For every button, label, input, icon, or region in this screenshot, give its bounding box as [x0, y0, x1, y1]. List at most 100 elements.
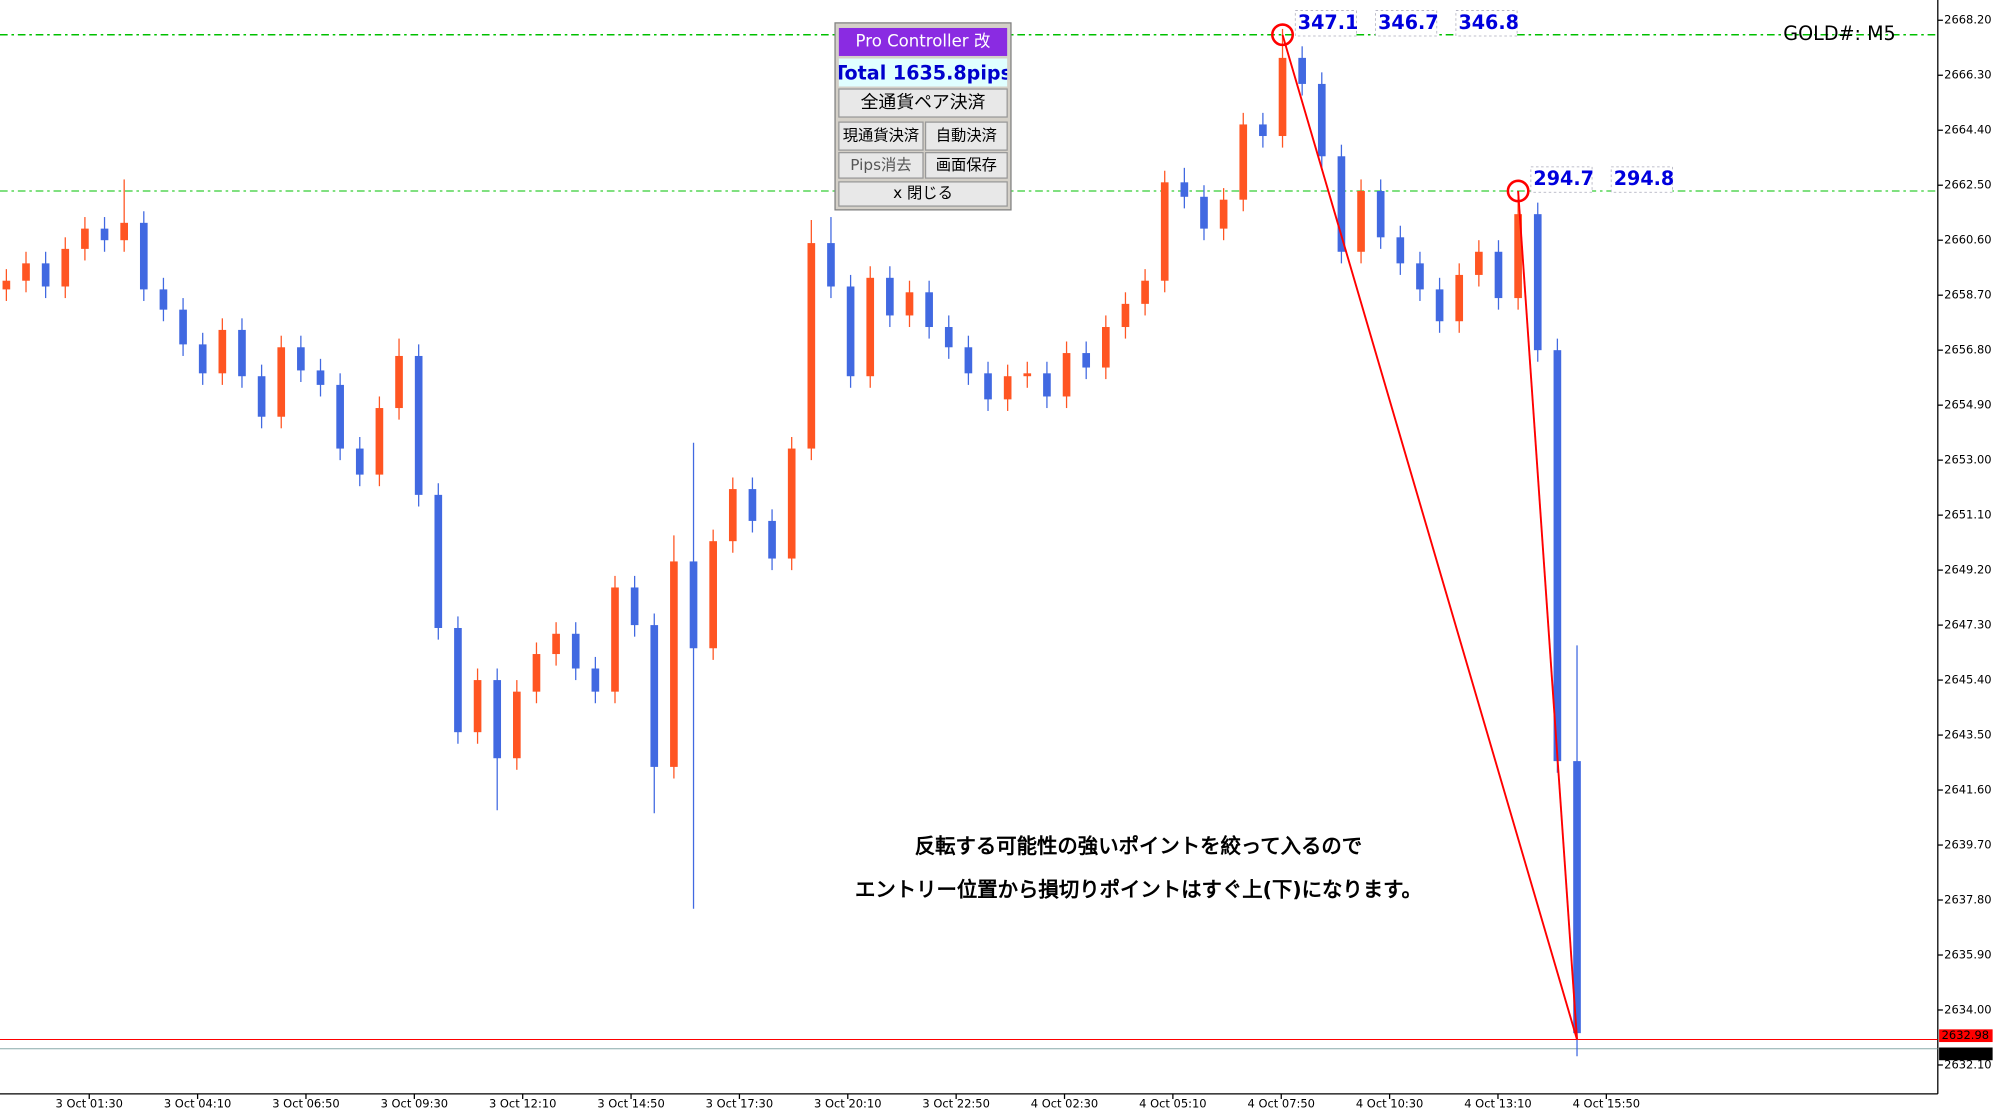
candle-body	[807, 243, 816, 449]
button[interactable]	[924, 152, 1008, 179]
candle-body	[1043, 373, 1051, 397]
symbol-label: GOLD#: M5	[1783, 22, 1895, 45]
button-label[interactable]: Pips消去	[850, 156, 911, 174]
candle-body	[198, 344, 207, 374]
candle-body	[120, 222, 128, 241]
candle-body	[944, 327, 953, 348]
candle-body	[866, 277, 875, 377]
candle-body	[41, 263, 50, 287]
price-label-box	[1939, 1047, 1993, 1061]
candle-body	[984, 373, 992, 400]
candle-body	[159, 289, 168, 310]
button-label[interactable]: 画面保存	[936, 156, 997, 174]
x-tick-label: 3 Oct 12:10	[489, 1097, 556, 1111]
y-tick-label: 2632.10	[1944, 1057, 1991, 1071]
price-label-box	[1939, 1029, 1993, 1043]
pips-label: 347.1	[1298, 11, 1358, 34]
pips-box	[1610, 166, 1673, 193]
candle-body	[846, 286, 855, 377]
candle-body	[218, 329, 227, 374]
candle-body	[728, 489, 737, 542]
candle-body	[277, 347, 286, 417]
candle-body	[650, 625, 659, 767]
candle-body	[81, 228, 89, 249]
candle-body	[532, 654, 541, 692]
candle-body	[454, 627, 462, 733]
y-tick-label: 2653.00	[1944, 453, 1991, 467]
pips-label: 346.8	[1458, 11, 1518, 34]
pips-box	[1375, 10, 1438, 37]
candle-body	[1514, 214, 1522, 299]
candle-body	[238, 329, 246, 377]
panel-title: Pro Controller 改	[856, 31, 991, 50]
candle-body	[1435, 289, 1444, 322]
x-tick-label: 4 Oct 05:10	[1139, 1097, 1206, 1111]
signal-marker	[1271, 23, 1294, 47]
x-tick-label: 4 Oct 02:30	[1031, 1097, 1098, 1111]
candle-body	[1553, 350, 1562, 762]
candle-body	[1003, 376, 1012, 400]
plot-area	[0, 28, 1938, 1057]
button[interactable]	[838, 181, 1008, 207]
candle-body	[709, 541, 717, 649]
button-label[interactable]: 現通貨決済	[843, 127, 919, 145]
y-tick-label: 2664.40	[1944, 123, 1991, 137]
button-label[interactable]: 自動決済	[936, 127, 997, 145]
controller-panel: Pro Controller 改 Total 1635.8pips 全通貨ペア決…	[834, 22, 1012, 211]
button[interactable]	[924, 121, 1008, 151]
candle-body	[493, 680, 502, 759]
button-label[interactable]: 全通貨ペア決済	[861, 92, 986, 113]
candle-body	[748, 489, 757, 521]
signal-line	[1281, 34, 1578, 1040]
x-tick-label: 3 Oct 09:30	[381, 1097, 448, 1111]
candle-body	[336, 384, 344, 449]
candle-body	[768, 520, 776, 559]
x-tick-label: 3 Oct 04:10	[164, 1097, 231, 1111]
pips-label: 294.7	[1533, 167, 1593, 190]
candle-body	[1573, 761, 1581, 1034]
candle-body	[1416, 263, 1424, 290]
pips-box	[1530, 166, 1593, 193]
y-tick-label: 2634.00	[1944, 1003, 1991, 1017]
candle-body	[787, 448, 796, 559]
y-tick-label: 2641.60	[1944, 783, 1991, 797]
candle-body	[355, 448, 364, 475]
candle-body	[1239, 124, 1248, 200]
candle-body	[886, 277, 894, 316]
y-tick-label: 2647.30	[1944, 618, 1991, 632]
candle-body	[414, 355, 423, 495]
candle-body	[1259, 124, 1267, 137]
button[interactable]	[838, 152, 924, 179]
candle-body	[1376, 191, 1385, 238]
panel-total: Total 1635.8pips	[834, 61, 1012, 84]
annotation: 反転する可能性の強いポイントを絞って入るので	[915, 834, 1362, 858]
y-tick-label: 2666.30	[1944, 68, 1991, 82]
candle-body	[22, 263, 30, 281]
pips-box	[1455, 10, 1518, 37]
candle-body	[670, 561, 678, 767]
button-label[interactable]: x 閉じる	[893, 184, 953, 202]
candle-body	[434, 494, 443, 628]
candle-body	[1200, 196, 1208, 229]
y-tick-label: 2643.50	[1944, 728, 1991, 742]
y-tick-label: 2654.90	[1944, 398, 1991, 412]
y-tick-label: 2637.80	[1944, 893, 1991, 907]
x-tick-label: 4 Oct 07:50	[1248, 1097, 1315, 1111]
candle-body	[611, 587, 619, 692]
candle-body	[2, 280, 11, 290]
candle-body	[630, 587, 639, 626]
button[interactable]	[838, 88, 1008, 118]
candle-body	[591, 668, 600, 692]
y-tick-label: 2635.90	[1944, 948, 1991, 962]
button[interactable]	[838, 121, 924, 151]
candle-body	[316, 370, 325, 385]
x-tick-label: 4 Oct 13:10	[1464, 1097, 1531, 1111]
candle-body	[1082, 353, 1091, 368]
y-tick-label: 2645.40	[1944, 673, 1991, 687]
candle-body	[1101, 327, 1110, 368]
x-tick-label: 3 Oct 01:30	[56, 1097, 123, 1111]
candle-body	[395, 355, 403, 409]
candle-body	[905, 292, 914, 316]
